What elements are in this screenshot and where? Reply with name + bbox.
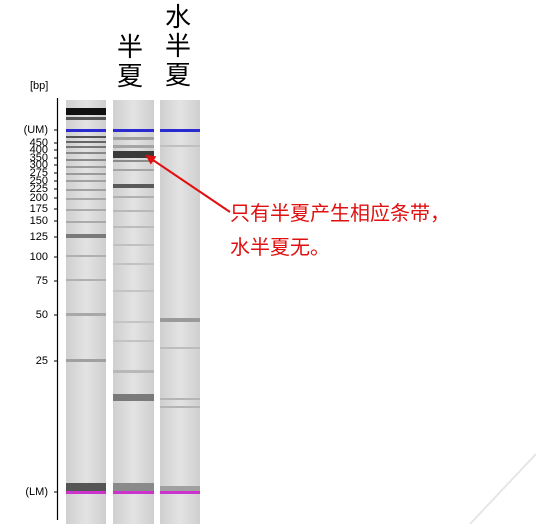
band	[113, 370, 154, 373]
ladder-label-250: 250	[29, 175, 48, 187]
ladder-label-275: 275	[29, 167, 48, 179]
band	[66, 166, 106, 168]
ladder-label-100: 100	[29, 251, 48, 263]
band	[66, 198, 106, 200]
band	[66, 152, 106, 154]
band	[113, 184, 154, 188]
band	[160, 486, 200, 492]
band	[113, 394, 154, 401]
annotation-line-2: 水半夏无。	[230, 235, 330, 259]
lane-shuibanxia	[160, 100, 200, 524]
band	[113, 340, 154, 342]
band	[113, 151, 154, 158]
band	[66, 221, 106, 223]
band	[66, 359, 106, 362]
band	[113, 160, 154, 162]
ladder-label-450: 450	[29, 137, 48, 149]
band	[160, 145, 200, 147]
lower-marker-lines	[66, 491, 200, 494]
band	[66, 313, 106, 316]
band	[160, 398, 200, 400]
band	[66, 255, 106, 257]
ladder-label-400: 400	[29, 144, 48, 156]
band	[113, 226, 154, 228]
band	[113, 169, 154, 171]
annotation-text: 只有半夏产生相应条带， 水半夏无。	[230, 196, 530, 264]
axis-unit-label: [bp]	[30, 80, 49, 92]
band	[66, 180, 106, 182]
lane-header-banxia: 半夏	[116, 33, 143, 92]
band	[66, 136, 106, 138]
band	[66, 146, 106, 148]
band	[113, 210, 154, 212]
ladder-label-um: (UM)	[23, 124, 48, 136]
annotation-line-1: 只有半夏产生相应条带，	[230, 201, 450, 225]
band	[66, 117, 106, 120]
band	[160, 406, 200, 408]
band	[113, 244, 154, 246]
axis-ticks	[54, 129, 57, 493]
band	[113, 137, 154, 140]
band	[113, 321, 154, 323]
band	[113, 263, 154, 265]
band	[113, 483, 154, 491]
band	[113, 196, 154, 198]
band	[160, 347, 200, 349]
ladder-label-125: 125	[29, 231, 48, 243]
band	[66, 189, 106, 191]
band	[66, 279, 106, 281]
band	[66, 209, 106, 211]
ladder-label-150: 150	[29, 215, 48, 227]
ladder-label-50: 50	[35, 309, 48, 321]
ladder-label-75: 75	[35, 275, 48, 287]
upper-marker-lines	[66, 129, 200, 132]
band	[66, 159, 106, 161]
ladder-label-350: 350	[29, 152, 48, 164]
ladder-label-lm: (LM)	[25, 486, 48, 498]
band	[66, 234, 106, 238]
ladder-label-300: 300	[29, 159, 48, 171]
annotation-arrow	[145, 154, 231, 213]
ladder-label-225: 225	[29, 183, 48, 195]
ladder-label-25: 25	[35, 355, 48, 367]
band	[113, 290, 154, 292]
lane-header-shuibanxia: 水半夏	[164, 3, 191, 91]
band	[66, 141, 106, 143]
band	[66, 108, 106, 115]
band	[160, 318, 200, 322]
lane-ladder	[66, 100, 106, 524]
band	[66, 483, 106, 493]
lane-banxia	[113, 100, 154, 524]
band	[66, 173, 106, 175]
band	[113, 145, 154, 148]
ladder-label-200: 200	[29, 192, 48, 204]
ladder-label-175: 175	[29, 203, 48, 215]
